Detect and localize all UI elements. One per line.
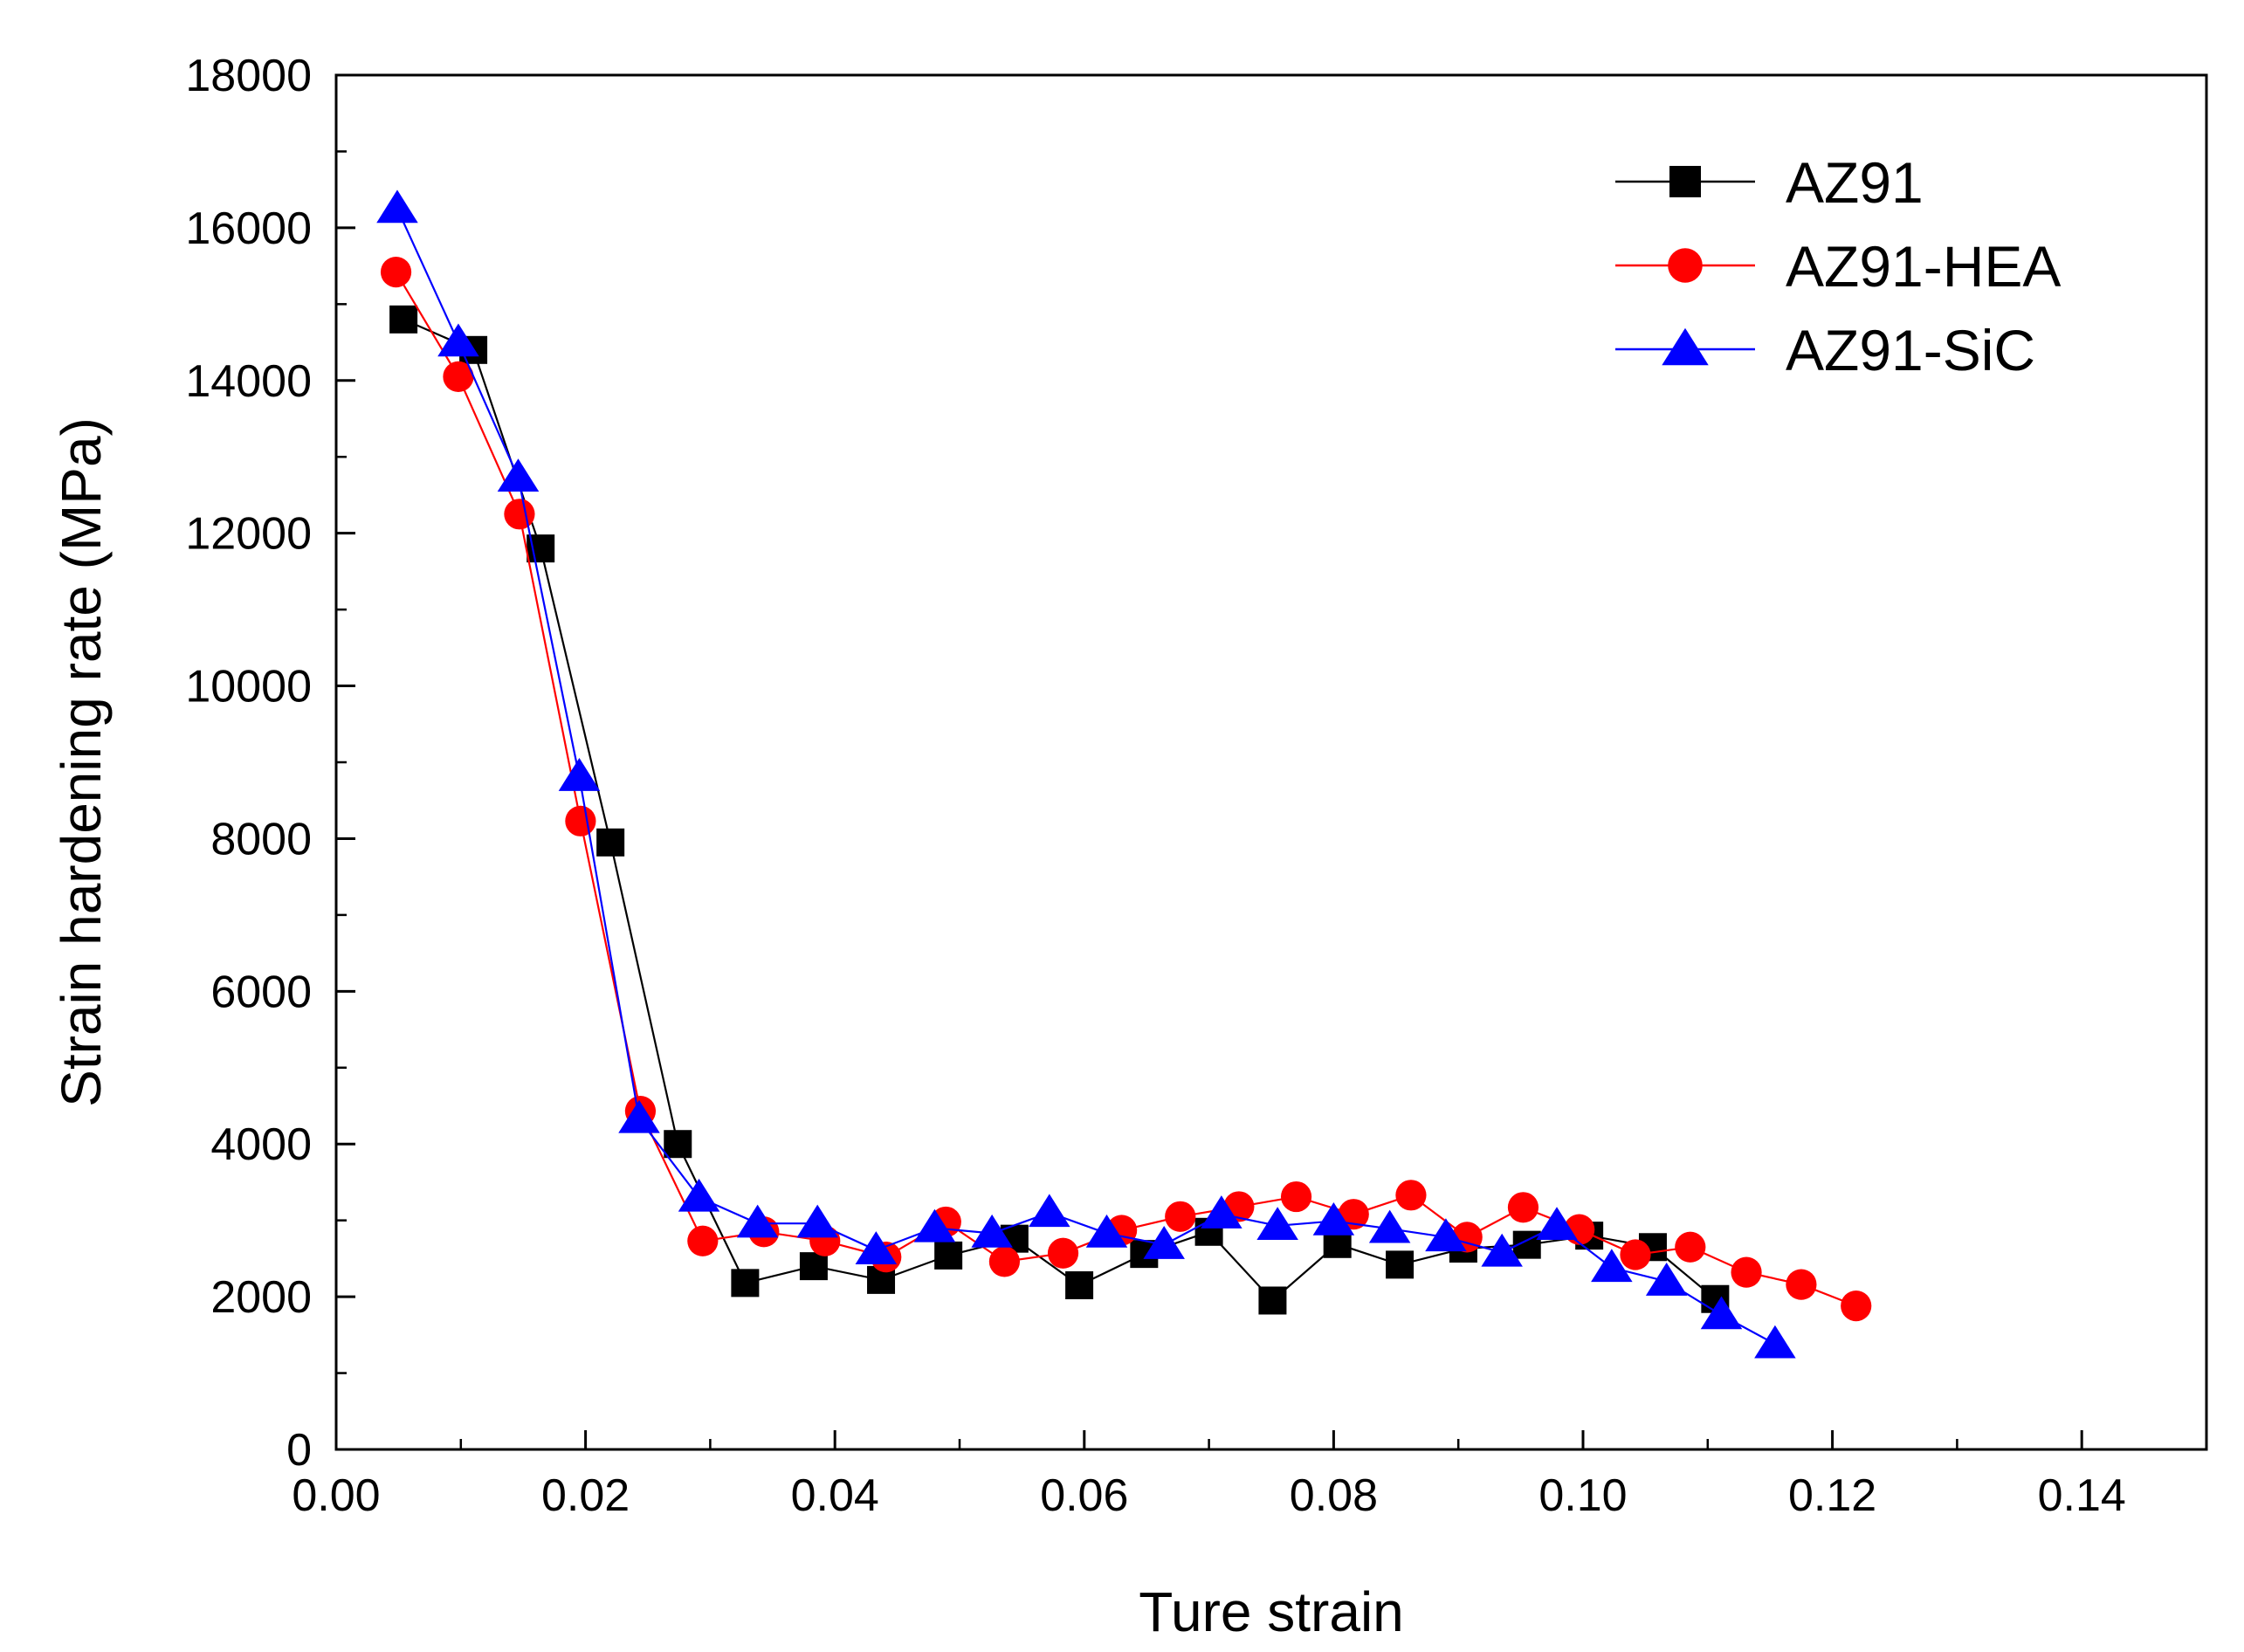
data-point <box>731 1269 760 1298</box>
data-point <box>1731 1256 1762 1288</box>
x-axis-title: Ture strain <box>1139 1580 1404 1643</box>
data-point <box>1029 1194 1070 1228</box>
legend-label: AZ91-HEA <box>1786 234 2061 299</box>
data-point <box>1047 1237 1079 1269</box>
data-point <box>1754 1325 1796 1359</box>
legend-entry-az91-hea: AZ91-HEA <box>1615 234 2061 299</box>
data-point <box>913 1208 956 1242</box>
x-tick-label: 0.08 <box>1290 1470 1378 1521</box>
data-point <box>443 361 474 393</box>
data-point <box>1841 1291 1872 1322</box>
x-tick-label: 0.12 <box>1788 1470 1876 1521</box>
y-tick-label: 10000 <box>185 662 312 712</box>
series-line <box>396 208 1776 1346</box>
data-point <box>1201 1195 1242 1229</box>
data-point <box>1395 1180 1427 1211</box>
data-point <box>504 499 535 530</box>
data-point <box>678 1178 720 1212</box>
data-point <box>618 1099 660 1133</box>
x-tick-label: 0.06 <box>1040 1470 1128 1521</box>
data-point <box>664 1130 692 1159</box>
data-point <box>1386 1250 1415 1279</box>
data-point <box>1065 1270 1094 1299</box>
legend: AZ91 AZ91-HEA AZ91-SiC <box>1615 150 2061 382</box>
data-point <box>1258 1286 1287 1315</box>
data-point <box>1620 1239 1651 1270</box>
legend-entry-az91: AZ91 <box>1615 150 1924 215</box>
data-point <box>687 1225 719 1256</box>
data-point <box>1280 1180 1312 1213</box>
data-point <box>565 805 596 836</box>
y-tick-label: 14000 <box>185 356 312 407</box>
axes: 0.00 0.02 0.04 0.06 0.08 0.10 0.12 0.14 0 2000 400… <box>50 51 2208 1643</box>
data-point <box>1786 1269 1817 1300</box>
data-point <box>1085 1214 1128 1248</box>
y-tick-label: 18000 <box>185 51 312 101</box>
y-tick-label: 8000 <box>210 814 312 864</box>
series-az91-sic <box>376 189 1796 1359</box>
data-point <box>1165 1201 1196 1232</box>
legend-entry-az91-sic: AZ91-SiC <box>1615 318 2035 382</box>
data-point <box>1536 1207 1578 1240</box>
data-point <box>799 1252 828 1281</box>
series-line <box>395 272 1857 1307</box>
data-point <box>988 1246 1021 1277</box>
legend-marker <box>1662 327 1709 366</box>
y-tick-label: 12000 <box>185 509 312 560</box>
y-tick-label: 0 <box>286 1425 312 1476</box>
data-point <box>376 189 418 224</box>
data-point <box>596 828 625 857</box>
data-point <box>1368 1209 1411 1243</box>
data-point <box>1675 1231 1706 1263</box>
data-point <box>497 458 540 492</box>
legend-label: AZ91 <box>1786 150 1924 215</box>
data-point <box>1700 1296 1743 1330</box>
data-point <box>1312 1201 1355 1236</box>
data-point <box>1645 1263 1688 1296</box>
series-az91 <box>389 305 1730 1315</box>
data-point <box>1481 1233 1523 1267</box>
x-tick-label: 0.04 <box>791 1470 879 1521</box>
x-tick-label: 0.02 <box>541 1470 630 1521</box>
legend-marker <box>1669 166 1701 197</box>
series-az91-hea <box>380 257 1872 1322</box>
data-point <box>1256 1207 1298 1240</box>
y-axis-title: Strain hardening rate (MPa) <box>50 417 113 1107</box>
series-line <box>403 318 1717 1303</box>
data-point <box>934 1241 963 1270</box>
data-point <box>380 257 412 288</box>
data-point <box>558 758 601 791</box>
data-point <box>389 305 418 334</box>
data-point <box>1143 1226 1185 1259</box>
x-tick-label: 0.00 <box>292 1470 380 1521</box>
legend-marker <box>1668 248 1703 283</box>
data-point <box>1591 1249 1633 1283</box>
y-tick-label: 16000 <box>185 203 312 254</box>
data-point <box>971 1214 1013 1248</box>
data-point <box>796 1204 838 1238</box>
y-tick-label: 2000 <box>210 1272 312 1323</box>
x-tick-label: 0.10 <box>1538 1470 1627 1521</box>
legend-label: AZ91-SiC <box>1786 318 2035 382</box>
data-point <box>855 1231 898 1264</box>
data-point <box>736 1204 779 1238</box>
plot-area <box>376 189 1872 1359</box>
data-point <box>1507 1192 1539 1223</box>
y-tick-label: 6000 <box>210 967 312 1017</box>
data-point <box>1425 1218 1467 1252</box>
x-tick-label: 0.14 <box>2038 1470 2126 1521</box>
data-point <box>437 323 479 357</box>
y-tick-label: 4000 <box>210 1119 312 1170</box>
